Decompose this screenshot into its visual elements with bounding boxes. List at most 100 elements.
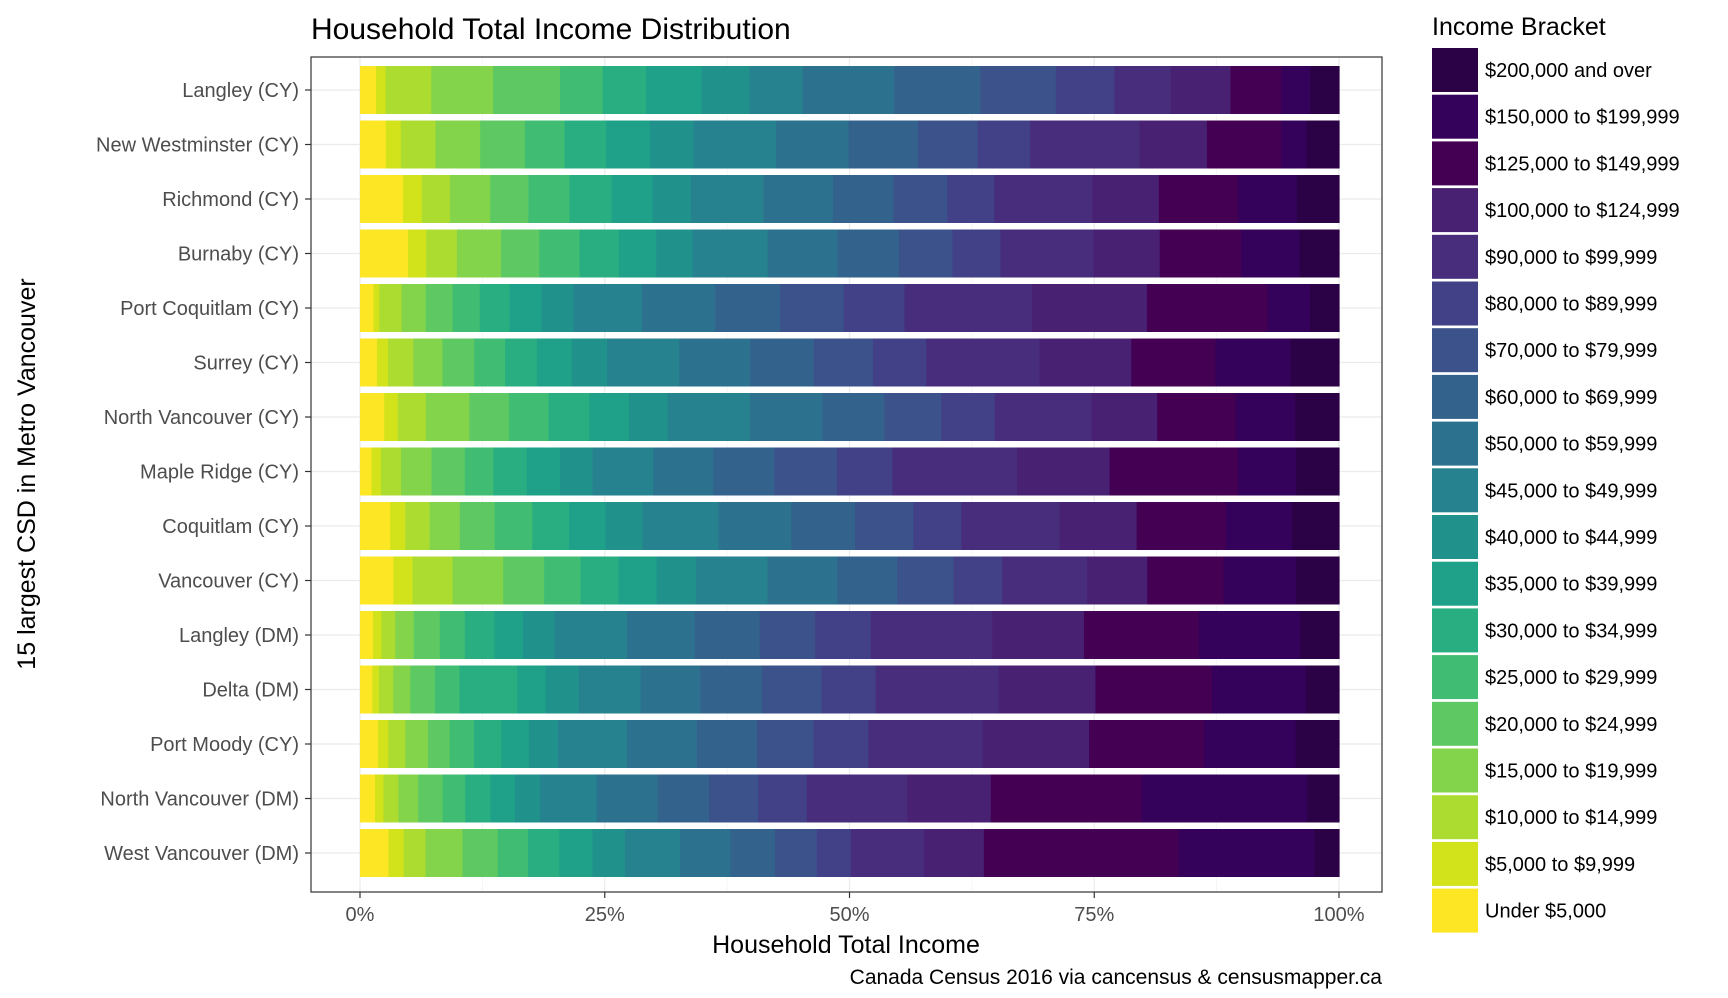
bar-segment <box>843 284 906 332</box>
bar-segment <box>1159 229 1242 278</box>
bar-segment <box>579 229 620 278</box>
bar-segment <box>480 120 526 169</box>
y-tick-label: Coquitlam (CY) <box>162 516 299 538</box>
bar-segment <box>497 829 529 877</box>
bar-segment <box>1238 175 1298 223</box>
legend-swatch <box>1432 48 1478 92</box>
bar-segment <box>718 502 792 550</box>
bar-segment <box>1296 556 1340 605</box>
bar-segment <box>693 120 777 169</box>
bar-segment <box>571 338 608 387</box>
bar-segment <box>390 502 406 550</box>
bar-segment <box>611 175 654 223</box>
bar-segment <box>379 284 403 332</box>
bar-segment <box>646 66 703 114</box>
bar-segment <box>1281 66 1311 114</box>
legend-label: Under $5,000 <box>1485 901 1606 923</box>
bar-group <box>360 829 1340 877</box>
bar-segment <box>1295 393 1340 441</box>
bar-segment <box>1092 175 1160 223</box>
bar-segment <box>606 120 651 169</box>
bar-segment <box>813 338 874 387</box>
legend-label: $80,000 to $89,999 <box>1485 294 1657 316</box>
bar-segment <box>360 284 375 332</box>
bar-segment <box>791 502 856 550</box>
bar-segment <box>371 447 382 496</box>
bar-segment <box>961 502 1061 550</box>
bar-segment <box>407 229 427 278</box>
bar-segment <box>641 284 716 332</box>
bar-segment <box>870 611 993 659</box>
bar-segment <box>1136 502 1227 550</box>
bar-segment <box>388 720 406 768</box>
y-tick-label: Delta (DM) <box>202 680 299 702</box>
bar-segment <box>1114 66 1172 114</box>
bar-segment <box>761 665 823 714</box>
bar-segment <box>1091 393 1158 441</box>
bar-segment <box>532 502 570 550</box>
legend-label: $35,000 to $39,999 <box>1485 574 1657 596</box>
bar-segment <box>439 611 466 659</box>
bar-segment <box>992 611 1085 659</box>
bar-segment <box>907 774 992 823</box>
bar-segment <box>421 175 451 223</box>
bar-segment <box>1147 556 1225 605</box>
y-tick-label: Richmond (CY) <box>162 189 299 211</box>
bar-segment <box>434 665 461 714</box>
bar-segment <box>449 720 475 768</box>
y-tick-label: Port Moody (CY) <box>150 734 299 756</box>
bar-segment <box>373 284 380 332</box>
legend-item: $80,000 to $89,999 <box>1432 281 1657 326</box>
bar-segment <box>1238 447 1297 496</box>
bar-segment <box>695 556 769 605</box>
bar-segment <box>413 611 441 659</box>
bar-segment <box>627 611 696 659</box>
bar-segment <box>822 393 885 441</box>
legend-item: $100,000 to $124,999 <box>1432 188 1680 233</box>
legend-swatch <box>1432 281 1478 326</box>
bar-segment <box>508 393 550 441</box>
bar-segment <box>596 774 659 823</box>
legend-swatch <box>1432 701 1478 746</box>
bar-segment <box>1206 120 1283 169</box>
bar-segment <box>500 229 540 278</box>
bar-segment <box>926 338 1041 387</box>
bar-segment <box>380 447 402 496</box>
bar-segment <box>400 120 437 169</box>
bar-segment <box>618 229 657 278</box>
bar-segment <box>459 502 496 550</box>
bar-segment <box>1230 66 1283 114</box>
bar-segment <box>360 447 373 496</box>
legend-item: $15,000 to $19,999 <box>1432 748 1657 793</box>
stacked-bars <box>360 66 1340 877</box>
bar-segment <box>690 175 764 223</box>
bar-segment <box>1223 556 1297 605</box>
bar-segment <box>763 175 834 223</box>
legend-label: $125,000 to $149,999 <box>1485 153 1680 175</box>
bar-segment <box>479 284 511 332</box>
bar-segment <box>806 774 908 823</box>
bar-segment <box>360 774 376 823</box>
bar-segment <box>456 229 502 278</box>
bar-segment <box>580 556 620 605</box>
bar-segment <box>898 229 954 278</box>
bar-segment <box>592 447 654 496</box>
bar-segment <box>372 665 380 714</box>
bar-segment <box>767 556 838 605</box>
y-tick-label: New Westminster (CY) <box>96 135 299 157</box>
bar-segment <box>568 502 607 550</box>
bar-segment <box>813 720 869 768</box>
bar-segment <box>1305 665 1340 714</box>
bar-segment <box>431 66 494 114</box>
bar-segment <box>494 611 524 659</box>
bar-segment <box>426 229 458 278</box>
bar-group <box>360 720 1340 768</box>
legend-item: $5,000 to $9,999 <box>1432 841 1635 886</box>
bar-segment <box>509 284 543 332</box>
bar-segment <box>450 175 491 223</box>
bar-segment <box>1199 611 1301 659</box>
bar-segment <box>749 393 824 441</box>
bar-segment <box>469 393 510 441</box>
bar-segment <box>1109 447 1239 496</box>
bar-segment <box>759 611 816 659</box>
